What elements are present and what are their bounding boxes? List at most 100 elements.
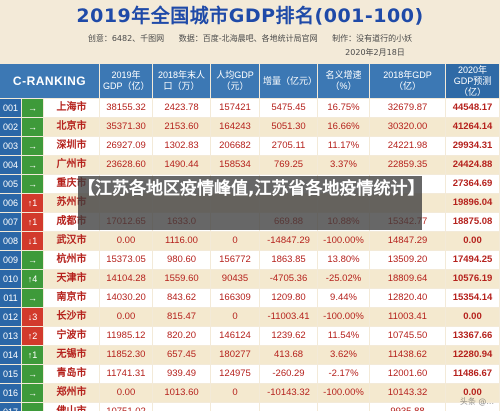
- table-row-gdp2018: 13509.20: [370, 251, 445, 269]
- table-row-rank: 009: [0, 251, 21, 269]
- table-row-gdp2020: 12280.94: [446, 346, 499, 364]
- table-row-increase: [260, 403, 317, 411]
- header-col-6: 增量（亿元）: [260, 64, 317, 98]
- table-row-gdp2018: 12820.40: [370, 289, 445, 307]
- headline-banner-bg: [78, 176, 422, 230]
- table-row-increase: 1209.80: [260, 289, 317, 307]
- table-row-gdp2019: 15373.05: [100, 251, 152, 269]
- table-row-gdp2020: 41264.14: [446, 118, 499, 136]
- table-row-city: 无锡市: [44, 346, 99, 364]
- table-row-gdp2020: 10576.19: [446, 270, 499, 288]
- watermark: 头条 @...: [459, 397, 494, 406]
- page-title: 2019年全国城市GDP排名(001-100): [76, 5, 424, 27]
- table-row-rank: 007: [0, 213, 21, 231]
- table-row-change: →: [22, 137, 43, 155]
- table-row-rank: 014: [0, 346, 21, 364]
- table-row-growth: 11.17%: [318, 137, 369, 155]
- table-row-city: 杭州市: [44, 251, 99, 269]
- table-row-change: ↓1: [22, 232, 43, 250]
- table-row-gdp2019: 38155.32: [100, 99, 152, 117]
- table-row-growth: -25.02%: [318, 270, 369, 288]
- table-row-rank: 010: [0, 270, 21, 288]
- credit-creator: 创意：6482、千图网: [87, 34, 165, 43]
- table-row-pop2018: 815.47: [153, 308, 210, 326]
- table-row-gdp2019: 11852.30: [100, 346, 152, 364]
- table-row-gdp2018: 14847.29: [370, 232, 445, 250]
- table-row-per_capita: 164243: [211, 118, 259, 136]
- table-row-rank: 011: [0, 289, 21, 307]
- table-row-per_capita: 0: [211, 308, 259, 326]
- table-row-gdp2020: 0.00: [446, 384, 499, 402]
- table-row-increase: 1239.62: [260, 327, 317, 345]
- table-row-city: 南京市: [44, 289, 99, 307]
- table-row-growth: 11.54%: [318, 327, 369, 345]
- header-col-9: 2020年GDP预测（亿）: [446, 64, 499, 98]
- table-row-rank: 017: [0, 403, 21, 411]
- table-row-change: →: [22, 384, 43, 402]
- table-row-growth: [318, 403, 369, 411]
- table-row-gdp2018: 9935.88: [370, 403, 445, 411]
- header-col-5: 人均GDP（元）: [211, 64, 259, 98]
- table-row-change: ↓3: [22, 308, 43, 326]
- table-row-increase: -11003.41: [260, 308, 317, 326]
- table-row-city: 武汉市: [44, 232, 99, 250]
- table-row-rank: 001: [0, 99, 21, 117]
- header-col-8: 2018年GDP（亿）: [370, 64, 445, 98]
- table-row-gdp2018: 10143.32: [370, 384, 445, 402]
- table-row-increase: 413.68: [260, 346, 317, 364]
- table-row-increase: -14847.29: [260, 232, 317, 250]
- header-c-ranking: C-RANKING: [0, 64, 99, 98]
- table-row-change: ↑1: [22, 194, 43, 212]
- table-row-pop2018: 820.20: [153, 327, 210, 345]
- table-row-gdp2018: 30320.00: [370, 118, 445, 136]
- table-row-rank: 013: [0, 327, 21, 345]
- table-row-pop2018: 657.45: [153, 346, 210, 364]
- table-row-per_capita: 166309: [211, 289, 259, 307]
- table-row-gdp2018: 32679.87: [370, 99, 445, 117]
- table-row-pop2018: 939.49: [153, 365, 210, 383]
- header-col-7: 名义增速（%）: [318, 64, 369, 98]
- table-row-gdp2019: 11985.12: [100, 327, 152, 345]
- table-row-pop2018: 1490.44: [153, 156, 210, 174]
- table-row-rank: 005: [0, 175, 21, 193]
- table-row-gdp2020: 0.00: [446, 232, 499, 250]
- credits-line: 创意：6482、千图网 数据：百度-北海晨吧、各地统计局官网 制作：没有道行的小…: [0, 32, 500, 46]
- table-row-gdp2018: 10745.50: [370, 327, 445, 345]
- table-row-gdp2018: 22859.35: [370, 156, 445, 174]
- table-row-gdp2019: 0.00: [100, 384, 152, 402]
- table-row-change: →: [22, 365, 43, 383]
- table-row-gdp2020: 29934.31: [446, 137, 499, 155]
- table-row-city: 北京市: [44, 118, 99, 136]
- table-row-growth: 16.66%: [318, 118, 369, 136]
- table-row-rank: 002: [0, 118, 21, 136]
- table-row-gdp2020: 19896.04: [446, 194, 499, 212]
- table-row-increase: 5051.30: [260, 118, 317, 136]
- table-row-gdp2020: 0.00: [446, 308, 499, 326]
- table-row-city: 宁波市: [44, 327, 99, 345]
- table-row-per_capita: 157421: [211, 99, 259, 117]
- table-row-growth: -2.17%: [318, 365, 369, 383]
- table-row-gdp2019: 14030.20: [100, 289, 152, 307]
- table-row-change: ↑1: [22, 346, 43, 364]
- table-row-gdp2020: 24424.88: [446, 156, 499, 174]
- table-row-per_capita: 0: [211, 384, 259, 402]
- table-row-gdp2020: 15354.14: [446, 289, 499, 307]
- table-row-increase: 769.25: [260, 156, 317, 174]
- table-row-increase: -10143.32: [260, 384, 317, 402]
- table-row-gdp2020: 18875.08: [446, 213, 499, 231]
- table-row-rank: 006: [0, 194, 21, 212]
- table-row-gdp2018: 18809.64: [370, 270, 445, 288]
- table-row-increase: 2705.11: [260, 137, 317, 155]
- table-row-change: →: [22, 118, 43, 136]
- table-row-pop2018: 1116.00: [153, 232, 210, 250]
- credit-source: 数据：百度-北海晨吧、各地统计局官网: [178, 34, 318, 43]
- table-row-gdp2019: 14104.28: [100, 270, 152, 288]
- table-row-change: ↑4: [22, 270, 43, 288]
- table-row-growth: -100.00%: [318, 384, 369, 402]
- table-row-growth: 3.37%: [318, 156, 369, 174]
- table-row-per_capita: 124975: [211, 365, 259, 383]
- table-row-gdp2020: 27364.69: [446, 175, 499, 193]
- table-row-rank: 004: [0, 156, 21, 174]
- table-row-pop2018: [153, 403, 210, 411]
